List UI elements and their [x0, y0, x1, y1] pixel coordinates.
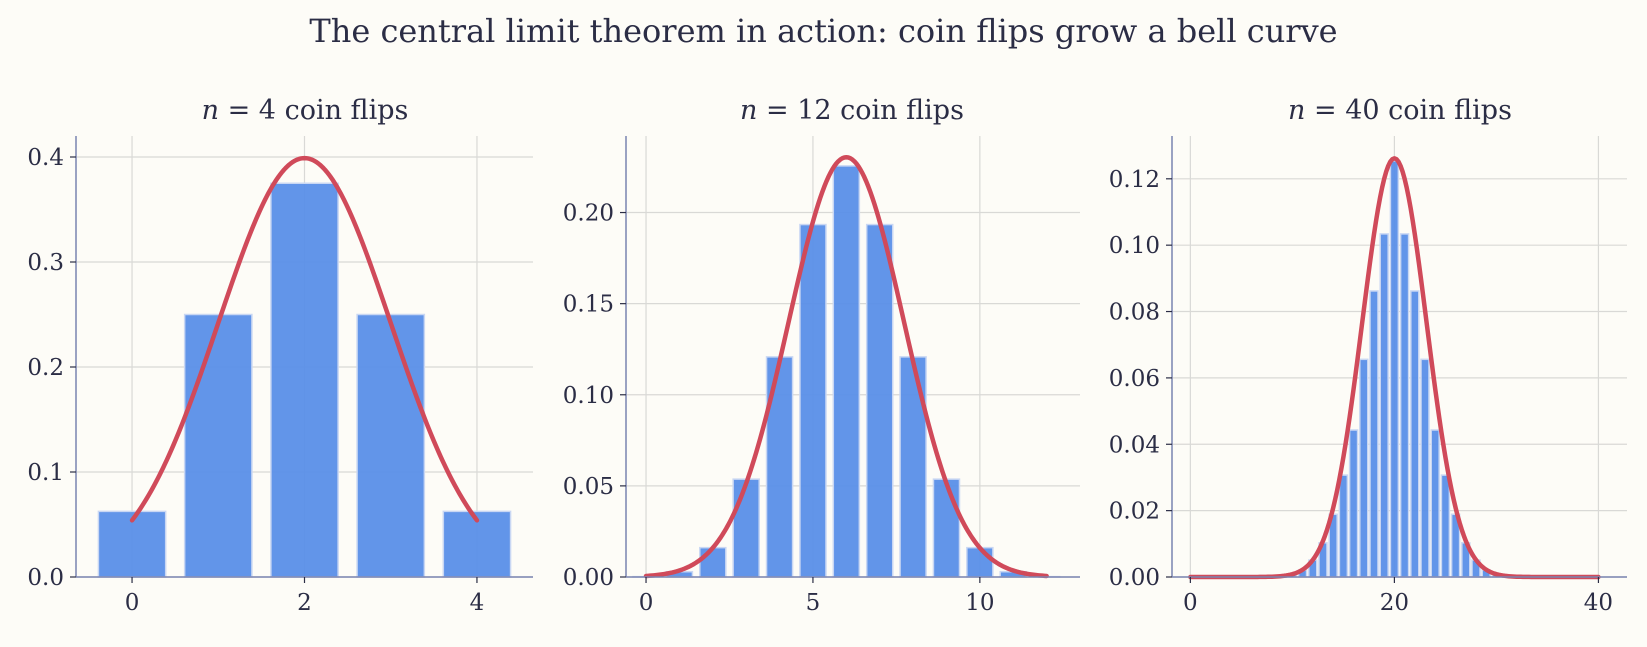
- bar-1: [183, 313, 253, 578]
- x-tick-label-1: 5: [806, 590, 821, 616]
- x-tick-label-2: 40: [1584, 590, 1613, 616]
- x-tick-label-0: 0: [1183, 590, 1198, 616]
- bar-4: [765, 356, 794, 578]
- y-tick-label-4: 0.4: [27, 145, 64, 171]
- y-tick-label-0: 0.00: [563, 565, 614, 591]
- bar-22: [1410, 290, 1420, 578]
- y-tick-label-5: 0.10: [1109, 233, 1160, 259]
- panel-title-eq: = 40: [1305, 95, 1388, 126]
- bar-25: [1440, 474, 1451, 578]
- bar-5: [799, 223, 827, 578]
- y-tick-label-1: 0.02: [1109, 499, 1160, 525]
- bar-20: [1389, 160, 1400, 578]
- x-tick-label-2: 10: [965, 590, 994, 616]
- bar-3: [732, 478, 760, 578]
- panel-title-eq: = 12: [757, 95, 840, 126]
- y-tick-label-3: 0.06: [1109, 366, 1160, 392]
- panel-title-var: n: [202, 95, 219, 126]
- bar-19: [1379, 233, 1389, 578]
- bar-15: [1338, 474, 1349, 578]
- bar-23: [1420, 358, 1430, 578]
- chart-panel-1: 0.0 0.1 0.2 0.3 0.4 0 2 4 n = 4 coin flips: [27, 95, 533, 616]
- x-tick-label-0: 0: [125, 590, 140, 616]
- bar-8: [899, 356, 927, 578]
- panel-title: n = 12 coin flips: [740, 95, 964, 126]
- bar-16: [1348, 429, 1359, 578]
- y-tick-label-4: 0.20: [563, 201, 614, 227]
- normal-curve: [643, 155, 1049, 579]
- y-tick-label-1: 0.1: [27, 460, 64, 486]
- y-tick-label-0: 0.00: [1109, 565, 1160, 591]
- bar-9: [932, 478, 961, 578]
- bar-3: [356, 313, 426, 578]
- bar-17: [1359, 358, 1369, 578]
- x-tick-label-1: 2: [297, 590, 312, 616]
- y-tick-label-4: 0.08: [1109, 300, 1160, 326]
- bar-21: [1399, 233, 1410, 578]
- bar-2: [270, 182, 339, 578]
- bar-10: [966, 546, 994, 578]
- panel-title: n = 4 coin flips: [202, 95, 409, 126]
- bar-7: [865, 223, 894, 578]
- chart-panel-2: 0.00 0.05 0.10 0.15 0.20 0 5 10 n = 12 coin flip…: [563, 95, 1080, 616]
- bar-6: [832, 165, 861, 578]
- bar-2: [699, 546, 727, 578]
- panel-title-var: n: [740, 95, 757, 126]
- y-tick-label-1: 0.05: [563, 474, 614, 500]
- y-tick-label-6: 0.12: [1109, 167, 1160, 193]
- chart-panel-3: 0.00 0.02 0.04 0.06 0.08 0.10 0.12 0 20 40 n = 40 …: [1109, 95, 1627, 616]
- y-tick-label-2: 0.10: [563, 383, 614, 409]
- x-tick-label-0: 0: [639, 590, 654, 616]
- x-tick-label-2: 4: [470, 590, 485, 616]
- panel-title-var: n: [1288, 95, 1305, 126]
- y-tick-label-2: 0.04: [1109, 432, 1160, 458]
- figure-title: The central limit theorem in action: coi…: [309, 12, 1338, 50]
- bar-24: [1430, 429, 1440, 578]
- panel-title-eq: = 4: [219, 95, 285, 126]
- normal-curve: [129, 155, 480, 523]
- y-tick-label-3: 0.3: [27, 250, 64, 276]
- x-tick-label-1: 20: [1380, 590, 1409, 616]
- bar-18: [1369, 290, 1379, 578]
- panel-title: n = 40 coin flips: [1288, 95, 1512, 126]
- panel-title-suffix: coin flips: [840, 95, 964, 126]
- panel-title-suffix: coin flips: [1388, 95, 1512, 126]
- y-tick-label-0: 0.0: [27, 565, 64, 591]
- y-tick-label-3: 0.15: [563, 292, 614, 318]
- panel-title-suffix: coin flips: [285, 95, 409, 126]
- y-tick-label-2: 0.2: [27, 355, 64, 381]
